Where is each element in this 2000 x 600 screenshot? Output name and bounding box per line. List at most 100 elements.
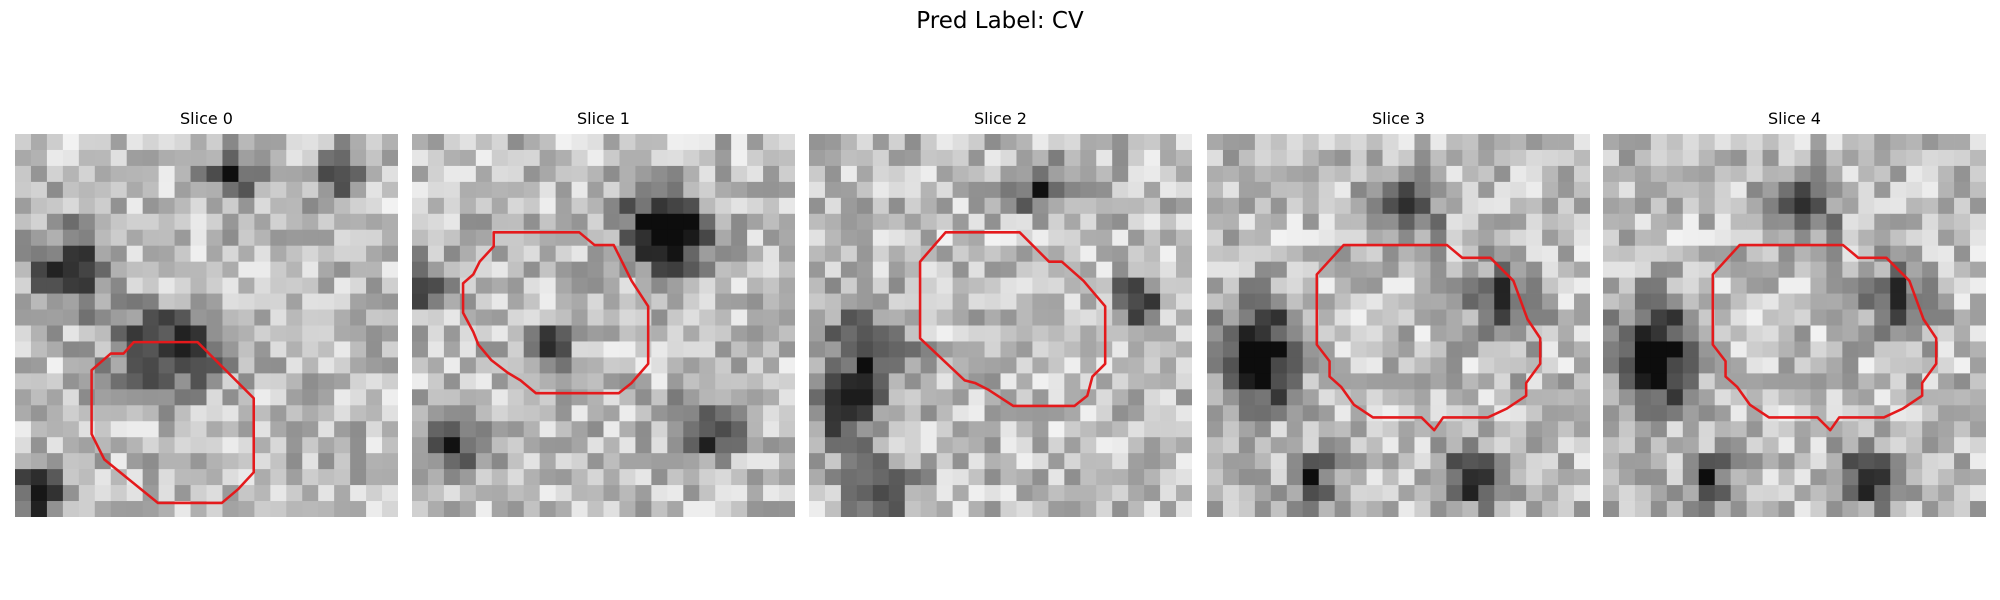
pixel <box>1922 485 1939 502</box>
pixel <box>715 453 732 470</box>
pixel <box>539 229 557 247</box>
pixel <box>190 134 207 151</box>
pixel <box>1080 245 1097 263</box>
pixel <box>286 261 303 279</box>
pixel <box>1238 149 1256 167</box>
pixel <box>1462 357 1479 374</box>
slice-image <box>15 134 398 517</box>
pixel <box>491 389 509 406</box>
pixel <box>809 134 826 151</box>
pixel <box>1603 261 1620 279</box>
pixel <box>62 229 80 247</box>
pixel <box>904 501 922 517</box>
pixel <box>1064 469 1081 486</box>
pixel <box>1032 437 1049 454</box>
pixel <box>286 405 303 422</box>
pixel <box>1366 165 1383 183</box>
pixel <box>427 309 445 326</box>
pixel <box>1714 165 1732 183</box>
pixel <box>30 165 48 183</box>
pixel <box>1954 469 1971 486</box>
pixel <box>952 373 969 390</box>
pixel <box>1698 405 1716 422</box>
pixel <box>158 421 175 438</box>
pixel <box>1000 277 1017 294</box>
pixel <box>1112 213 1129 231</box>
pixel <box>1826 229 1843 247</box>
pixel <box>1906 325 1923 342</box>
pixel <box>1334 437 1352 454</box>
pixel <box>334 405 351 422</box>
pixel <box>62 293 80 310</box>
pixel <box>555 485 572 502</box>
pixel <box>1682 245 1700 263</box>
pixel <box>1826 261 1843 279</box>
pixel <box>1730 405 1748 422</box>
pixel <box>1698 325 1716 342</box>
pixel <box>555 405 572 422</box>
pixel <box>651 501 668 517</box>
pixel <box>872 325 890 342</box>
pixel <box>158 213 175 231</box>
pixel <box>1826 357 1843 374</box>
pixel <box>1858 197 1875 215</box>
pixel <box>1128 134 1145 151</box>
pixel <box>1938 181 1955 199</box>
pixel <box>15 501 32 517</box>
pixel <box>1064 501 1081 517</box>
pixel <box>302 325 319 342</box>
pixel <box>1526 469 1543 486</box>
pixel <box>1634 501 1652 517</box>
pixel <box>1558 453 1575 470</box>
pixel <box>350 149 367 167</box>
pixel <box>318 469 335 486</box>
pixel <box>571 309 588 326</box>
pixel <box>651 469 668 486</box>
panel-title: Slice 3 <box>1372 109 1425 128</box>
pixel <box>254 309 271 326</box>
pixel <box>1778 357 1795 374</box>
pixel <box>1446 341 1463 358</box>
pixel <box>1096 229 1113 247</box>
pixel <box>952 197 969 215</box>
pixel <box>1382 149 1399 167</box>
pixel <box>366 197 383 215</box>
pixel <box>539 165 557 183</box>
pixel <box>1730 437 1748 454</box>
pixel <box>1558 341 1575 358</box>
pixel <box>1334 485 1352 502</box>
pixel <box>1207 293 1224 310</box>
pixel <box>507 437 525 454</box>
pixel <box>523 309 541 326</box>
pixel <box>651 325 668 342</box>
pixel <box>222 325 239 342</box>
pixel <box>412 453 429 470</box>
pixel <box>190 181 207 199</box>
pixel <box>856 245 874 263</box>
pixel <box>286 213 303 231</box>
pixel <box>587 357 604 374</box>
pixel <box>1160 469 1177 486</box>
pixel <box>587 165 604 183</box>
pixel <box>1382 213 1399 231</box>
pixel <box>1016 277 1033 294</box>
pixel <box>1746 261 1763 279</box>
pixel <box>1478 485 1495 502</box>
pixel <box>809 197 826 215</box>
pixel <box>904 357 922 374</box>
pixel <box>984 134 1001 151</box>
pixel <box>158 309 175 326</box>
pixel <box>904 134 922 151</box>
pixel <box>1064 229 1081 247</box>
pixel <box>1826 485 1843 502</box>
pixel <box>1542 277 1559 294</box>
pixel <box>1080 437 1097 454</box>
pixel <box>334 325 351 342</box>
pixel <box>1714 181 1732 199</box>
pixel <box>1238 229 1256 247</box>
pixel <box>856 485 874 502</box>
pixel <box>824 229 842 247</box>
pixel <box>30 181 48 199</box>
pixel <box>1842 261 1859 279</box>
pixel <box>1826 149 1843 167</box>
